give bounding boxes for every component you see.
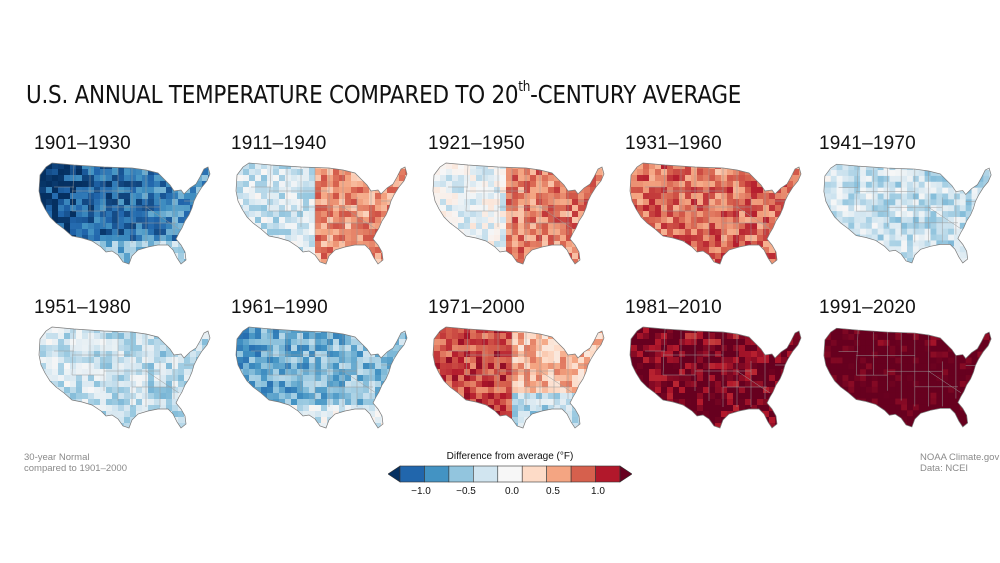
state-borders	[645, 328, 787, 407]
panel-period-label: 1951–1980	[34, 297, 131, 318]
us-map-1991-2020	[823, 327, 992, 428]
normal-note-line2: compared to 1901–2000	[24, 463, 127, 474]
legend-swatch	[448, 465, 474, 483]
legend-tick: −0.5	[456, 486, 476, 497]
map-panel-1911-1940: 1911–1940	[231, 133, 431, 283]
temperature-field	[823, 164, 992, 263]
legend-swatch	[546, 465, 572, 483]
state-borders	[448, 164, 590, 243]
panel-period-label: 1961–1990	[231, 297, 328, 318]
legend-tick: −1.0	[411, 486, 431, 497]
state-borders	[54, 328, 196, 407]
map-panel-1991-2020: 1991–2020	[819, 297, 1000, 447]
panel-period-label: 1991–2020	[819, 297, 916, 318]
us-map-1951-1980	[38, 326, 211, 429]
legend-swatch	[521, 465, 547, 483]
us-outline	[432, 326, 605, 429]
legend-swatch	[424, 465, 450, 483]
legend-title: Difference from average (°F)	[446, 451, 574, 462]
credit-line2: Data: NCEI	[920, 463, 969, 474]
title-rest: -CENTURY AVERAGE	[530, 80, 742, 109]
legend-swatch	[595, 465, 621, 483]
legend-tick: 0.5	[546, 486, 560, 497]
legend-under-arrow	[388, 465, 401, 483]
us-map-1941-1970	[823, 163, 992, 264]
legend-colorbar	[388, 465, 632, 483]
us-map-1921-1950	[432, 162, 605, 265]
us-outline	[38, 162, 211, 265]
us-outline	[235, 162, 408, 265]
state-borders	[251, 328, 393, 407]
legend-swatch	[570, 465, 596, 483]
normal-note-line1: 30-year Normal	[24, 452, 90, 463]
legend-tick: 0.0	[505, 486, 519, 497]
panel-period-label: 1981–2010	[625, 297, 722, 318]
panel-period-label: 1971–2000	[428, 297, 525, 318]
legend-swatch	[497, 465, 523, 483]
panel-period-label: 1901–1930	[34, 133, 131, 154]
us-outline	[823, 327, 992, 428]
panel-period-label: 1921–1950	[428, 133, 525, 154]
temperature-field	[823, 328, 992, 427]
state-borders	[251, 164, 393, 243]
normal-note: 30-year Normal compared to 1901–2000	[24, 452, 127, 474]
state-borders	[645, 164, 787, 243]
us-outline	[823, 163, 992, 264]
legend-tick: 1.0	[591, 486, 605, 497]
map-panel-1931-1960: 1931–1960	[625, 133, 825, 283]
us-map-1981-2010	[629, 326, 802, 429]
us-map-1931-1960	[629, 162, 802, 265]
us-outline	[38, 326, 211, 429]
state-borders	[838, 330, 978, 407]
us-outline	[235, 326, 408, 429]
chart-title: U.S. ANNUAL TEMPERATURE COMPARED TO 20th…	[26, 78, 742, 109]
map-panel-1901-1930: 1901–1930	[34, 133, 234, 283]
us-map-1901-1930	[38, 162, 211, 265]
credit-line1: NOAA Climate.gov	[920, 452, 1000, 463]
map-panel-1941-1970: 1941–1970	[819, 133, 1000, 283]
map-panel-1951-1980: 1951–1980	[34, 297, 234, 447]
map-panel-1971-2000: 1971–2000	[428, 297, 628, 447]
state-borders	[448, 328, 590, 407]
map-panel-1981-2010: 1981–2010	[625, 297, 825, 447]
panel-period-label: 1941–1970	[819, 133, 916, 154]
state-borders	[838, 166, 978, 243]
panel-period-label: 1931–1960	[625, 133, 722, 154]
map-panel-1961-1990: 1961–1990	[231, 297, 431, 447]
title-sup: th	[518, 78, 531, 95]
legend-swatch	[473, 465, 499, 483]
us-outline	[629, 162, 802, 265]
legend-over-arrow	[619, 465, 632, 483]
us-outline	[432, 162, 605, 265]
us-map-1971-2000	[432, 326, 605, 429]
state-borders	[54, 164, 196, 243]
legend-swatch	[399, 465, 425, 483]
panel-period-label: 1911–1940	[231, 133, 327, 154]
us-map-1961-1990	[235, 326, 408, 429]
title-main: U.S. ANNUAL TEMPERATURE COMPARED TO 20	[26, 80, 519, 109]
us-map-1911-1940	[235, 162, 408, 265]
map-panel-1921-1950: 1921–1950	[428, 133, 628, 283]
credit-note: NOAA Climate.gov Data: NCEI	[920, 452, 999, 474]
us-outline	[629, 326, 802, 429]
